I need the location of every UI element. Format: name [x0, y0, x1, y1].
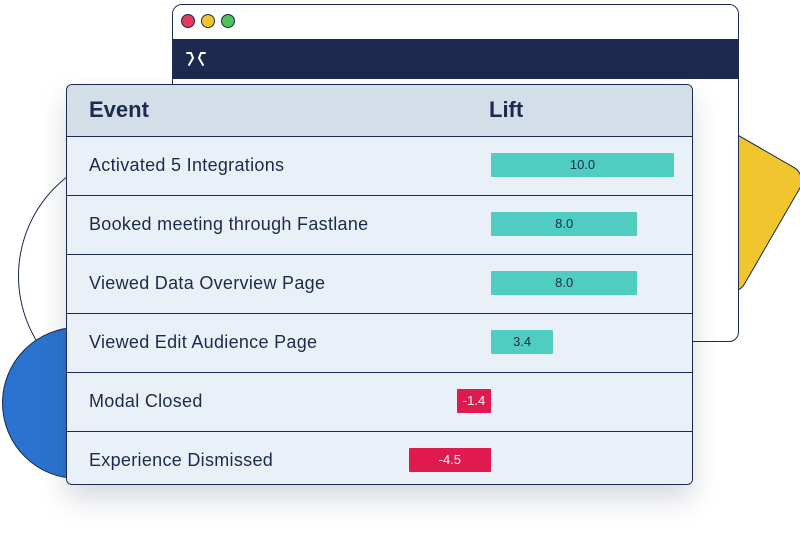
table-row[interactable]: Activated 5 Integrations 10.0 — [67, 137, 692, 196]
lift-bar: -4.5 — [408, 448, 491, 472]
event-label: Booked meeting through Fastlane — [89, 214, 369, 234]
table-header: Event Lift — [67, 85, 692, 137]
lift-bar: 3.4 — [491, 330, 554, 354]
event-label: Experience Dismissed — [89, 450, 274, 470]
table-body: Activated 5 Integrations 10.0 Booked mee… — [67, 137, 692, 484]
window-minimize-dot[interactable] — [201, 14, 215, 28]
browser-titlebar — [173, 5, 738, 39]
table-row[interactable]: Viewed Edit Audience Page 3.4 — [67, 314, 692, 373]
lift-bar: -1.4 — [457, 389, 491, 413]
event-label: Activated 5 Integrations — [89, 155, 285, 175]
table-row[interactable]: Modal Closed -1.4 — [67, 373, 692, 432]
window-maximize-dot[interactable] — [221, 14, 235, 28]
table-row[interactable]: Viewed Data Overview Page 8.0 — [67, 255, 692, 314]
lift-bar: 10.0 — [491, 153, 674, 177]
lift-bar: 8.0 — [491, 212, 638, 236]
browser-navbar — [173, 39, 738, 79]
event-lift-table: Event Lift Activated 5 Integrations 10.0… — [66, 84, 693, 485]
event-column-header: Event — [89, 97, 149, 122]
table-row[interactable]: Experience Dismissed -4.5 — [67, 432, 692, 484]
event-label: Viewed Edit Audience Page — [89, 332, 318, 352]
lift-column-header: Lift — [489, 97, 524, 122]
lift-bar: 8.0 — [491, 271, 638, 295]
table-row[interactable]: Booked meeting through Fastlane 8.0 — [67, 196, 692, 255]
event-label: Modal Closed — [89, 391, 203, 411]
window-close-dot[interactable] — [181, 14, 195, 28]
logo-icon — [186, 52, 206, 66]
event-label: Viewed Data Overview Page — [89, 273, 326, 293]
